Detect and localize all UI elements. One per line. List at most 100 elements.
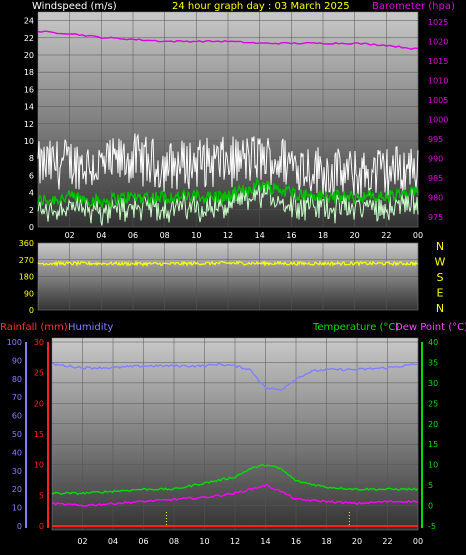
temp-x-tick-label: 06 [138,537,148,546]
temp-x-tick-label: 22 [382,537,392,546]
barometer-axis-title: Barometer (hpa) [372,1,455,12]
humidity-tick-label: 80 [12,375,22,384]
direction-letter: N [436,240,444,253]
dewpoint-axis-title: Dew Point (°C) [395,322,466,333]
wind-tick-label: 4 [29,189,34,198]
humidity-line [51,362,419,392]
temp-x-tick-label: 20 [352,537,362,546]
wind-x-tick-label: 22 [381,231,391,240]
temp-x-tick-label: 16 [291,537,301,546]
wind-x-tick-label: 00 [413,231,423,240]
wind-tick-label: 12 [24,120,34,129]
direction-letter: S [437,271,444,284]
wind-x-tick-label: 02 [65,231,75,240]
humidity-axis-title: Humidity [68,322,113,333]
rain-tick-label: 25 [34,369,44,378]
temp-x-tick-label: 08 [169,537,179,546]
temp-tick-label: -5 [428,522,436,531]
wind-tick-label: 16 [24,85,34,94]
temp-tick-label: 10 [428,461,438,470]
temp-x-tick-label: 14 [260,537,270,546]
wind-x-tick-label: 18 [318,231,328,240]
wind-x-tick-label: 10 [191,231,201,240]
direction-tick-label: 270 [19,256,34,265]
direction-tick-label: 180 [19,273,34,282]
rain-tick-label: 10 [34,461,44,470]
barometer-tick-label: 990 [428,155,443,164]
barometer-line [37,30,419,50]
temp-tick-label: 40 [428,338,438,347]
barometer-tick-label: 975 [428,213,443,222]
barometer-tick-label: 1025 [428,18,448,27]
temp-x-tick-label: 02 [77,537,87,546]
wind-x-tick-label: 06 [128,231,138,240]
temp-x-tick-label: 04 [108,537,118,546]
wind-tick-label: 8 [29,154,34,163]
wind-tick-label: 2 [29,206,34,215]
humidity-tick-label: 70 [12,393,22,402]
wind-tick-label: 20 [24,51,34,60]
wind-light-line [37,183,419,226]
humidity-tick-label: 10 [12,504,22,513]
barometer-tick-label: 995 [428,135,443,144]
wind-x-tick-label: 14 [255,231,265,240]
rain-tick-label: 5 [39,491,44,500]
barometer-tick-label: 1015 [428,57,448,66]
temperature-axis-title: Temperature (°C) [312,322,399,333]
wind-x-tick-label: 16 [286,231,296,240]
humidity-tick-label: 50 [12,430,22,439]
humidity-tick-label: 90 [12,356,22,365]
temp-tick-label: 30 [428,379,438,388]
direction-tick-label: 90 [24,289,34,298]
wind-x-tick-label: 08 [160,231,170,240]
rain-tick-label: 15 [34,430,44,439]
chart-title: 24 hour graph day : 03 March 2025 [172,1,350,12]
rain-tick-label: 30 [34,338,44,347]
temp-tick-label: 5 [428,481,433,490]
wind-average-line [37,176,419,209]
direction-letter: E [437,287,444,300]
wind-tick-label: 24 [24,17,34,26]
series-layer [37,30,419,527]
temp-tick-label: 35 [428,358,438,367]
wind-tick-label: 22 [24,34,34,43]
temp-tick-label: 20 [428,420,438,429]
barometer-tick-label: 985 [428,174,443,183]
temp-tick-label: 15 [428,440,438,449]
temperature-line [51,463,419,496]
wind-gust-line [37,133,419,198]
temp-x-tick-label: 00 [413,537,423,546]
barometer-tick-label: 1000 [428,116,448,125]
temp-tick-label: 25 [428,399,438,408]
wind-x-tick-label: 12 [223,231,233,240]
barometer-tick-label: 1005 [428,96,448,105]
direction-line [37,260,419,267]
temp-x-tick-label: 18 [321,537,331,546]
humidity-tick-label: 30 [12,467,22,476]
wind-tick-label: 6 [29,171,34,180]
barometer-tick-label: 980 [428,194,443,203]
rainfall-axis-title: Rainfall (mm) [0,322,68,333]
wind-axis-title: Windspeed (m/s) [32,1,117,12]
wind-tick-label: 14 [24,103,34,112]
dewpoint-line [51,483,419,507]
wind-x-tick-label: 04 [96,231,106,240]
temp-tick-label: 0 [428,502,433,511]
humidity-tick-label: 20 [12,485,22,494]
wind-tick-label: 18 [24,68,34,77]
barometer-tick-label: 1020 [428,37,448,46]
direction-tick-label: 360 [19,239,34,248]
direction-letter: N [436,302,444,315]
humidity-tick-label: 100 [7,338,22,347]
barometer-tick-label: 1010 [428,76,448,85]
humidity-tick-label: 0 [17,522,22,531]
humidity-tick-label: 60 [12,412,22,421]
temp-x-tick-label: 12 [230,537,240,546]
rain-tick-label: 20 [34,399,44,408]
axis-ticks: 0246810121416182022249759809859909951000… [7,17,449,546]
rain-tick-label: 0 [39,522,44,531]
wind-x-tick-label: 20 [350,231,360,240]
humidity-tick-label: 40 [12,448,22,457]
